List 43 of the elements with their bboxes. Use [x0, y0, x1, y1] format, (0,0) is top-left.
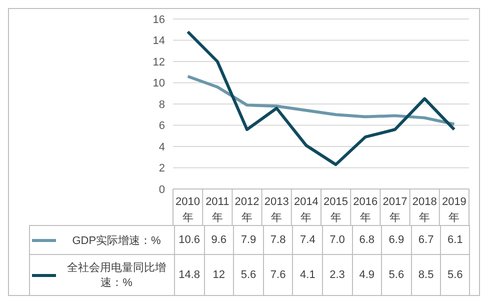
- x-tick-label: 2010年: [176, 196, 200, 224]
- data-label: 7.9: [233, 226, 263, 254]
- data-label: 6.7: [410, 226, 440, 254]
- y-tick-label: 2: [158, 162, 165, 175]
- data-label: 12: [204, 255, 234, 295]
- data-label: 10.6: [174, 226, 204, 254]
- x-tick-label: 2014年: [294, 196, 318, 224]
- y-tick-label: 12: [152, 56, 165, 68]
- x-tick-label: 2017年: [382, 196, 408, 224]
- data-label: 7.8: [262, 226, 292, 254]
- y-tick-label: 16: [152, 14, 165, 26]
- y-tick-label: 10: [152, 78, 165, 90]
- data-label: 2.3: [322, 255, 352, 295]
- data-label: 8.5: [410, 255, 440, 295]
- y-tick-label: 0: [158, 184, 165, 196]
- x-tick-label: 2016年: [353, 196, 378, 224]
- x-tick-label: 2012年: [234, 196, 260, 224]
- legend-label: 全社会用电量同比增速：%: [66, 261, 167, 290]
- data-label: 7.4: [292, 226, 322, 254]
- y-tick-label: 4: [158, 141, 165, 154]
- data-label: 4.1: [292, 255, 322, 295]
- x-tick-label: 2019年: [442, 196, 466, 224]
- legend-label: GDP实际增速：%: [71, 234, 162, 248]
- line-series: [186, 74, 456, 126]
- line-series: [186, 30, 456, 166]
- y-tick-label: 8: [158, 98, 165, 111]
- data-label: 9.6: [204, 226, 234, 254]
- data-label: 5.6: [233, 255, 263, 295]
- x-tick-label: 2015年: [324, 196, 348, 224]
- data-label: 7.6: [262, 255, 292, 295]
- x-tick-label: 2018年: [412, 196, 437, 224]
- data-label: 6.1: [440, 226, 470, 254]
- data-label: 4.9: [352, 255, 382, 295]
- x-tick-label: 2011年: [206, 196, 230, 224]
- data-label: 14.8: [174, 255, 204, 295]
- data-label: 6.8: [352, 226, 382, 254]
- data-label: 5.6: [381, 255, 411, 295]
- data-label: 5.6: [440, 255, 470, 295]
- y-tick-label: 14: [152, 35, 165, 48]
- y-tick-label: 6: [158, 120, 165, 132]
- data-label: 6.9: [381, 226, 411, 254]
- data-label: 7.0: [322, 226, 352, 254]
- x-tick-label: 2013年: [264, 196, 289, 224]
